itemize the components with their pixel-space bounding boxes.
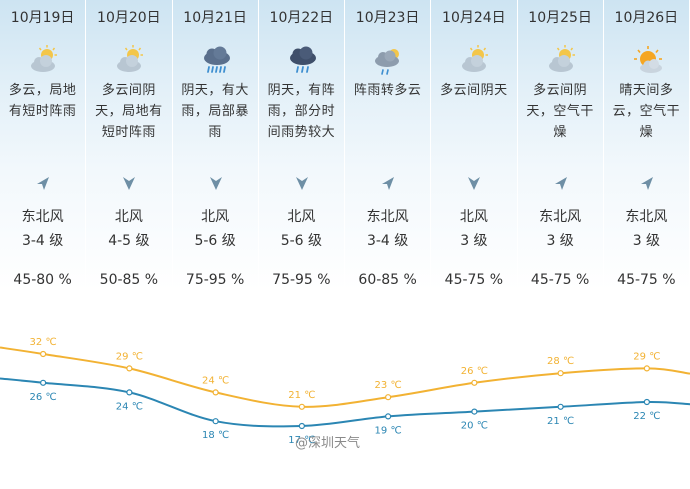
humidity: 75-95 % [272, 272, 331, 288]
day-column: 10月26日 晴天间多云，空气干燥 东北风 3 级 45-75 % [603, 0, 690, 489]
shower-cloudy-icon [375, 49, 399, 75]
date-label: 10月19日 [10, 10, 75, 26]
wind-direction-icon [37, 177, 49, 190]
weather-description: 多云，局地有短时阵雨 [8, 83, 77, 119]
date-label: 10月26日 [614, 10, 679, 26]
wind-level: 3 级 [632, 233, 661, 249]
humidity: 50-85 % [99, 272, 159, 288]
wind-direction-icon [640, 177, 653, 190]
wind-direction: 北风 [201, 209, 230, 225]
heavy-rain-icon [203, 46, 230, 73]
day-column: 10月22日 阴天，有阵雨，部分时间雨势较大 北风 5-6 级 75-95 % [258, 0, 345, 489]
wind-level: 4-5 级 [108, 233, 150, 249]
humidity: 45-75 % [444, 272, 504, 288]
wind-direction: 东北风 [21, 209, 64, 225]
day-column: 10月21日 阴天，有大雨，局部暴雨 北风 5-6 级 75-95 % [172, 0, 259, 489]
humidity: 45-80 % [13, 272, 72, 288]
wind-direction-icon [295, 177, 308, 190]
day-column: 10月25日 多云间阴天，空气干燥 东北风 3 级 45-75 % [517, 0, 604, 489]
wind-direction-icon [209, 177, 222, 190]
date-label: 10月25日 [528, 10, 592, 26]
wind-direction: 北风 [459, 209, 488, 225]
wind-direction: 东北风 [539, 209, 582, 225]
wind-level: 3 级 [460, 233, 488, 249]
partly-cloudy-icon [462, 45, 489, 72]
rain-icon [289, 46, 316, 73]
wind-direction: 东北风 [625, 209, 668, 225]
watermark: @深圳天气 [295, 436, 361, 451]
partly-cloudy-icon [117, 45, 144, 72]
wind-direction-icon [554, 177, 567, 190]
weather-description: 多云间阴天 [440, 83, 508, 98]
wind-level: 5-6 级 [280, 233, 323, 249]
date-label: 10月22日 [269, 10, 334, 26]
sunny-cloudy-icon [633, 46, 662, 73]
humidity: 45-75 % [530, 272, 590, 288]
wind-direction: 东北风 [366, 209, 409, 225]
date-label: 10月21日 [183, 10, 247, 26]
wind-level: 3-4 级 [366, 233, 409, 249]
wind-direction: 北风 [114, 209, 143, 225]
date-label: 10月24日 [442, 10, 506, 26]
day-column: 10月20日 多云间阴天，局地有短时阵雨 北风 4-5 级 50-85 % [86, 0, 173, 489]
humidity: 45-75 % [617, 272, 676, 288]
weather-description: 多云间阴天，空气干燥 [526, 83, 594, 140]
wind-level: 3 级 [546, 233, 574, 249]
weather-description: 晴天间多云，空气干燥 [612, 83, 681, 140]
wind-direction: 北风 [287, 209, 316, 225]
wind-level: 3-4 级 [21, 233, 64, 249]
wind-direction-icon [382, 177, 394, 190]
wind-direction-icon [468, 177, 481, 190]
weather-description: 阵雨转多云 [353, 83, 422, 98]
weather-description: 多云间阴天，局地有短时阵雨 [95, 83, 163, 140]
day-column: 10月24日 多云间阴天 北风 3 级 45-75 % [431, 0, 518, 489]
date-label: 10月23日 [355, 10, 420, 26]
humidity: 60-85 % [358, 272, 417, 288]
wind-level: 5-6 级 [194, 233, 236, 249]
humidity: 75-95 % [185, 272, 245, 288]
weather-description: 阴天，有大雨，局部暴雨 [181, 83, 249, 140]
date-label: 10月20日 [97, 10, 161, 26]
wind-direction-icon [123, 177, 136, 190]
day-column: 10月19日 多云，局地有短时阵雨 东北风 3-4 级 45-80 % [0, 0, 87, 489]
partly-cloudy-icon [31, 45, 57, 72]
partly-cloudy-icon [548, 45, 575, 72]
day-column: 10月23日 阵雨转多云 东北风 3-4 级 60-85 % [345, 0, 432, 489]
weather-description: 阴天，有阵雨，部分时间雨势较大 [267, 83, 336, 140]
